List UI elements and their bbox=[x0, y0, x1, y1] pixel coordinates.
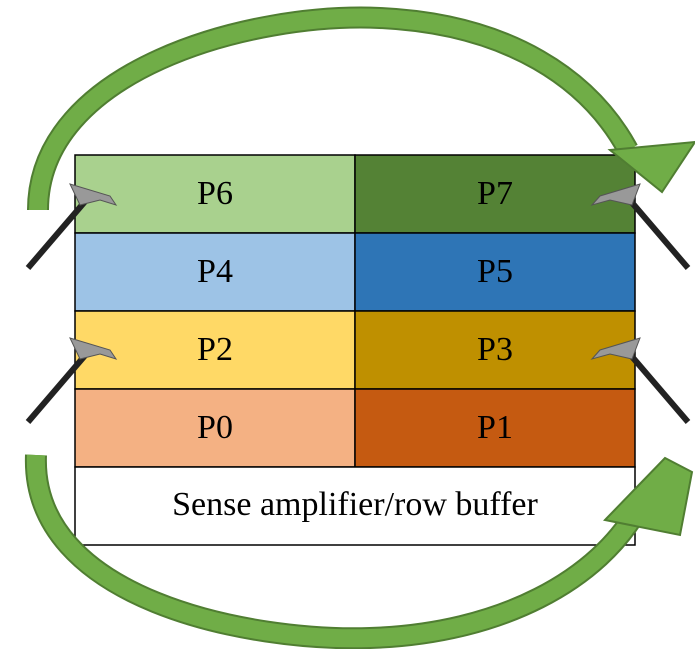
cell-label: P6 bbox=[197, 175, 233, 212]
bank-grid: P6 P7 P4 P5 P2 P3 P0 P1 bbox=[75, 155, 635, 467]
cell-label: P7 bbox=[477, 175, 513, 212]
diagram: P6 P7 P4 P5 P2 P3 P0 P1 Sense amplifier/row buf… bbox=[0, 0, 695, 649]
row-buffer-label: Sense amplifier/row buffer bbox=[172, 486, 538, 523]
cell-label: P5 bbox=[477, 253, 513, 290]
cell-label: P3 bbox=[477, 331, 513, 368]
cell-label: P1 bbox=[477, 409, 513, 446]
cell-label: P4 bbox=[197, 253, 233, 290]
cell-label: P2 bbox=[197, 331, 233, 368]
cell-label: P0 bbox=[197, 409, 233, 446]
